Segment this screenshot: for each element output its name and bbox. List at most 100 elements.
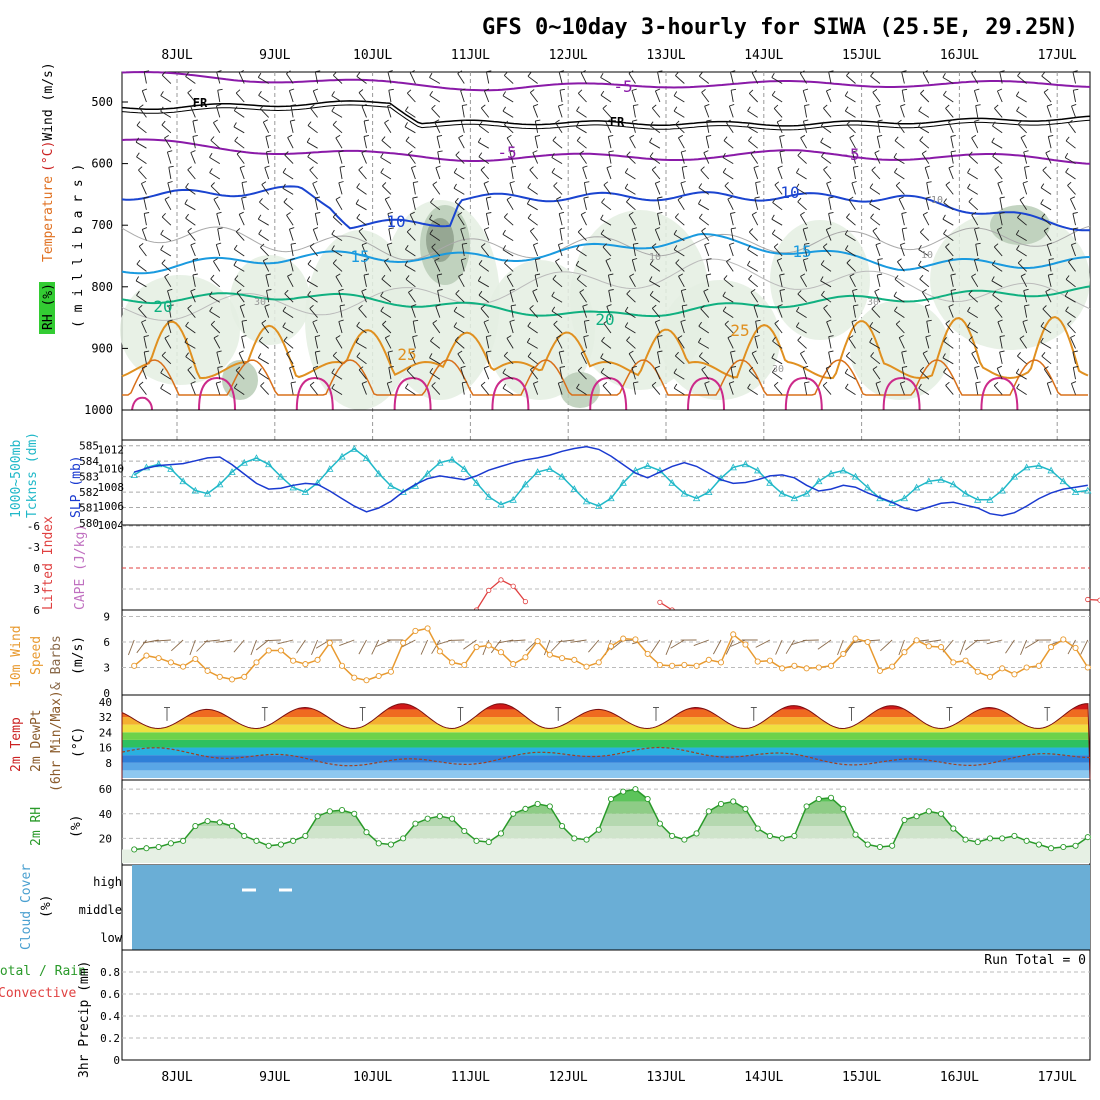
wind-barb: [234, 140, 245, 149]
wind-barb: [845, 387, 856, 395]
date-label-top: 17JUL: [1038, 48, 1077, 63]
wind-barb-flag: [506, 273, 512, 277]
lifted-index-line: [1087, 598, 1100, 601]
wind-barb: [356, 187, 367, 195]
wind-barb: [722, 157, 734, 164]
wind-barb: [753, 306, 759, 318]
wind-barb-flag: [216, 350, 222, 353]
wind-barb: [901, 90, 905, 103]
wind-barb-flag: [364, 119, 370, 122]
isotherm-30: [295, 376, 334, 411]
wind-barb: [748, 278, 758, 288]
wind-barb: [388, 228, 392, 241]
wind-barb: [628, 73, 636, 84]
wind-barb-flag: [307, 259, 312, 265]
wind-barb-flag: [335, 335, 341, 339]
wind-barb: [160, 249, 172, 257]
wind-barb: [286, 353, 294, 365]
wind-barb-flag: [331, 368, 335, 374]
thickness-line-point: [986, 495, 994, 503]
wind-barb-flag: [477, 276, 482, 282]
wind-barb-flag: [233, 106, 238, 111]
precip-ticks: 0.80.60.40.20: [100, 966, 120, 1067]
wind-barb: [217, 90, 221, 103]
wind-barb: [779, 136, 783, 149]
wind-barb: [822, 385, 832, 395]
wind-barb-flag: [681, 150, 687, 153]
wind-barb: [649, 294, 661, 303]
wind-barb: [950, 151, 954, 164]
wind-barb-flag: [1016, 245, 1020, 250]
wind-barb: [338, 290, 343, 303]
wind-speed-line-point: [999, 665, 1006, 672]
isotherm-30: [687, 376, 725, 411]
wind-barb-flag: [1065, 306, 1069, 312]
rh-line-point: [253, 837, 260, 844]
wind-barb: [654, 229, 661, 241]
wind-barb: [284, 154, 294, 164]
wind-barb: [261, 322, 270, 334]
wind-speed-line-point: [461, 661, 468, 669]
wind-barb-flag: [552, 136, 557, 141]
wind-barb-flag: [506, 134, 512, 139]
freezing-line: [121, 100, 1091, 127]
wind-barb-flag: [848, 196, 854, 201]
wind-barb: [312, 321, 319, 334]
wind-barb-flag: [649, 121, 654, 126]
thickness-line-point: [216, 480, 224, 488]
wind-barb: [261, 184, 270, 195]
wind-barb: [922, 72, 930, 84]
wind-speed-line-point: [302, 661, 309, 668]
wind-barb: [408, 292, 416, 303]
wind-barb-flag: [779, 150, 785, 153]
wind-10m-barb: [925, 639, 942, 643]
wind-barb-flag: [477, 137, 482, 143]
wind-barb: [624, 187, 636, 195]
wind-barb-flag: [1024, 304, 1030, 307]
wind-barb: [1070, 244, 1076, 257]
wind-barb-flag: [429, 72, 433, 78]
wind-barb: [657, 336, 661, 349]
wind-barb-flag: [626, 289, 631, 295]
wind-barb: [386, 383, 392, 395]
isotherm-30: [198, 376, 236, 411]
wind-barb: [457, 73, 465, 84]
wind-10m-barb: [670, 639, 685, 649]
wind-barb: [312, 183, 318, 195]
wind-barb: [141, 367, 147, 380]
wind-barb-flag: [238, 350, 244, 354]
wind-barb-flag: [698, 321, 702, 327]
wind-barb: [388, 367, 392, 380]
wind-barb: [846, 75, 856, 84]
wind-barb: [901, 351, 905, 364]
wind-speed-line-point: [938, 644, 945, 651]
wind-barb-flag: [948, 165, 954, 169]
wind-barb: [259, 201, 269, 211]
wind-barb-flag: [803, 365, 809, 369]
wind-barb: [852, 167, 856, 180]
wind-barb-flag: [803, 119, 809, 122]
wind-barb: [1024, 167, 1028, 180]
wind-barb-flag: [601, 336, 605, 342]
wind-speed-line-point: [143, 652, 150, 659]
wind-speed-line-point: [766, 657, 773, 664]
wind-barb: [869, 203, 881, 211]
wind-barb-flag: [579, 289, 585, 293]
wind-barb-flag: [624, 306, 629, 312]
wind-barb: [728, 383, 734, 395]
wind-barb: [282, 326, 294, 334]
wind-tick: 3: [103, 662, 110, 675]
precip-tick: 0.2: [100, 1032, 120, 1045]
rh-line-point: [241, 832, 248, 839]
wind-barb-flag: [185, 321, 189, 327]
wind-barb: [820, 264, 832, 272]
wind-barb: [356, 325, 367, 334]
wind-barb-flag: [706, 119, 712, 122]
date-label-top: 8JUL: [161, 48, 192, 63]
wind-10m-barb: [170, 639, 184, 652]
wind-barb: [600, 357, 612, 365]
wind-speed-line-point: [449, 659, 456, 666]
wind-barb-flag: [897, 258, 902, 263]
wind-barb-flag: [437, 134, 443, 137]
wind-barb-flag: [704, 242, 710, 246]
